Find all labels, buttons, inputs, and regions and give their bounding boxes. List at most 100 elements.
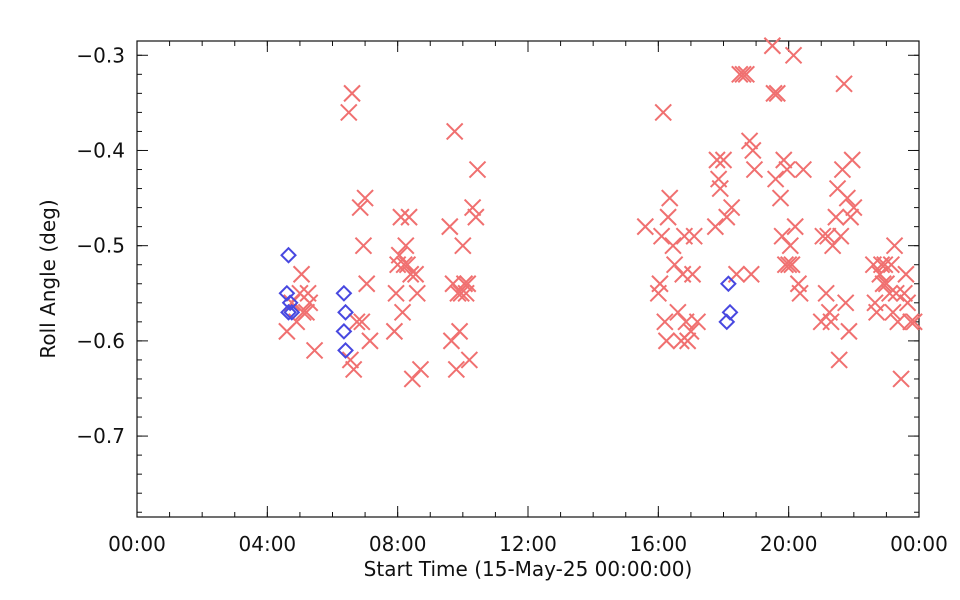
x-tick-label: 04:00 <box>239 532 297 556</box>
scatter-point-x <box>845 198 863 217</box>
scatter-point-x <box>882 256 901 274</box>
scatter-point-x <box>452 284 470 302</box>
scatter-point-x <box>393 303 412 322</box>
scatter-point-x <box>779 256 798 274</box>
scatter-point-x <box>688 313 707 331</box>
scatter-point-x <box>392 208 410 226</box>
scatter-point-x <box>447 360 466 379</box>
scatter-point-x <box>840 322 858 341</box>
x-tick-label: 20:00 <box>760 532 818 556</box>
scatter-point-x <box>445 122 464 141</box>
y-tick-label: −0.7 <box>76 424 125 448</box>
scatter-point-x <box>354 236 373 255</box>
scatter-point-x <box>898 294 917 312</box>
scatter-point-x <box>776 256 795 274</box>
scatter-point-x <box>791 284 809 302</box>
scatter-point-x <box>682 322 700 341</box>
y-tick-label: −0.6 <box>76 329 125 353</box>
scatter-point-x <box>300 294 319 312</box>
scatter-point-x <box>400 208 418 226</box>
x-tick-label: 00:00 <box>108 532 166 556</box>
scatter-point-x <box>765 84 783 103</box>
scatter-point-x <box>766 170 785 188</box>
scatter-point-x <box>783 256 801 274</box>
scatter-point-x <box>830 351 848 369</box>
scatter-point-x <box>656 313 674 331</box>
scatter-point-x <box>292 265 311 283</box>
scatter-point-x <box>675 227 694 245</box>
scatter-point-x <box>361 332 379 350</box>
scatter-point-x <box>344 360 363 379</box>
scatter-point-x <box>880 284 899 302</box>
x-tick-label: 16:00 <box>630 532 688 556</box>
scatter-point-x <box>737 65 756 84</box>
scatter-point-x <box>674 265 692 283</box>
scatter-point-x <box>817 284 835 302</box>
scatter-point-x <box>654 103 672 122</box>
scatter-point-x <box>781 236 800 255</box>
scatter-point-x <box>887 284 905 302</box>
scatter-point-x <box>657 332 676 350</box>
scatter-point-x <box>711 179 729 198</box>
scatter-point-x <box>450 322 469 341</box>
x-tick-label: 08:00 <box>369 532 427 556</box>
scatter-point-x <box>385 322 404 341</box>
scatter-point-x <box>441 217 459 236</box>
scatter-point-x <box>408 284 426 302</box>
scatter-point-x <box>343 84 361 103</box>
scatter-point-x <box>778 160 796 179</box>
scatter-point-x <box>652 227 671 245</box>
scatter-point-x <box>768 84 786 103</box>
scatter-point-x <box>661 189 679 207</box>
scatter-point-x <box>341 351 360 369</box>
scatter-point-x <box>706 217 725 236</box>
scatter-point-x <box>358 275 376 293</box>
scatter-point-x <box>463 198 482 217</box>
scatter-point-x <box>734 65 752 84</box>
scatter-point-diamond <box>721 303 739 321</box>
scatter-point-x <box>722 198 741 217</box>
scatter-point-x <box>651 275 669 293</box>
scatter-point-x <box>340 103 358 122</box>
scatter-point-x <box>874 275 892 293</box>
scatter-point-x <box>401 265 420 283</box>
y-tick-label: −0.4 <box>76 138 125 162</box>
scatter-point-x <box>836 294 855 312</box>
scatter-point-diamond <box>280 303 297 321</box>
y-tick-label: −0.5 <box>76 234 125 258</box>
scatter-point-x <box>683 265 702 283</box>
scatter-point-x <box>889 313 907 331</box>
scatter-point-x <box>884 303 902 322</box>
scatter-point-x <box>872 256 891 274</box>
scatter-point-x <box>902 313 920 331</box>
scatter-point-x <box>740 132 759 150</box>
scatter-point-x <box>305 341 324 360</box>
scatter-point-x <box>459 275 477 293</box>
scatter-point-x <box>843 151 861 169</box>
scatter-point-x <box>351 198 369 217</box>
scatter-point-x <box>468 160 487 179</box>
y-axis-title: Roll Angle (deg) <box>36 199 60 358</box>
scatter-point-x <box>744 141 762 160</box>
scatter-point-x <box>876 256 894 274</box>
scatter-point-x <box>708 151 726 169</box>
scatter-point-x <box>659 208 677 226</box>
scatter-point-x <box>832 227 850 245</box>
scatter-point-x <box>819 227 837 245</box>
scatter-point-x <box>297 303 316 322</box>
scatter-point-diamond <box>281 294 299 312</box>
scatter-point-diamond <box>283 303 301 321</box>
scatter-point-diamond <box>337 341 354 359</box>
scatter-point-x <box>636 217 655 236</box>
scatter-point-x <box>353 313 371 331</box>
scatter-point-x <box>786 217 804 236</box>
x-axis-title: Start Time (15-May-25 00:00:00) <box>364 557 693 581</box>
scatter-point-diamond <box>280 246 297 264</box>
scatter-point-x <box>397 236 415 255</box>
scatter-point-x <box>905 313 923 331</box>
scatter-point-x <box>467 208 485 226</box>
scatter-point-x <box>454 236 472 255</box>
y-tick-label: −0.3 <box>76 43 125 67</box>
